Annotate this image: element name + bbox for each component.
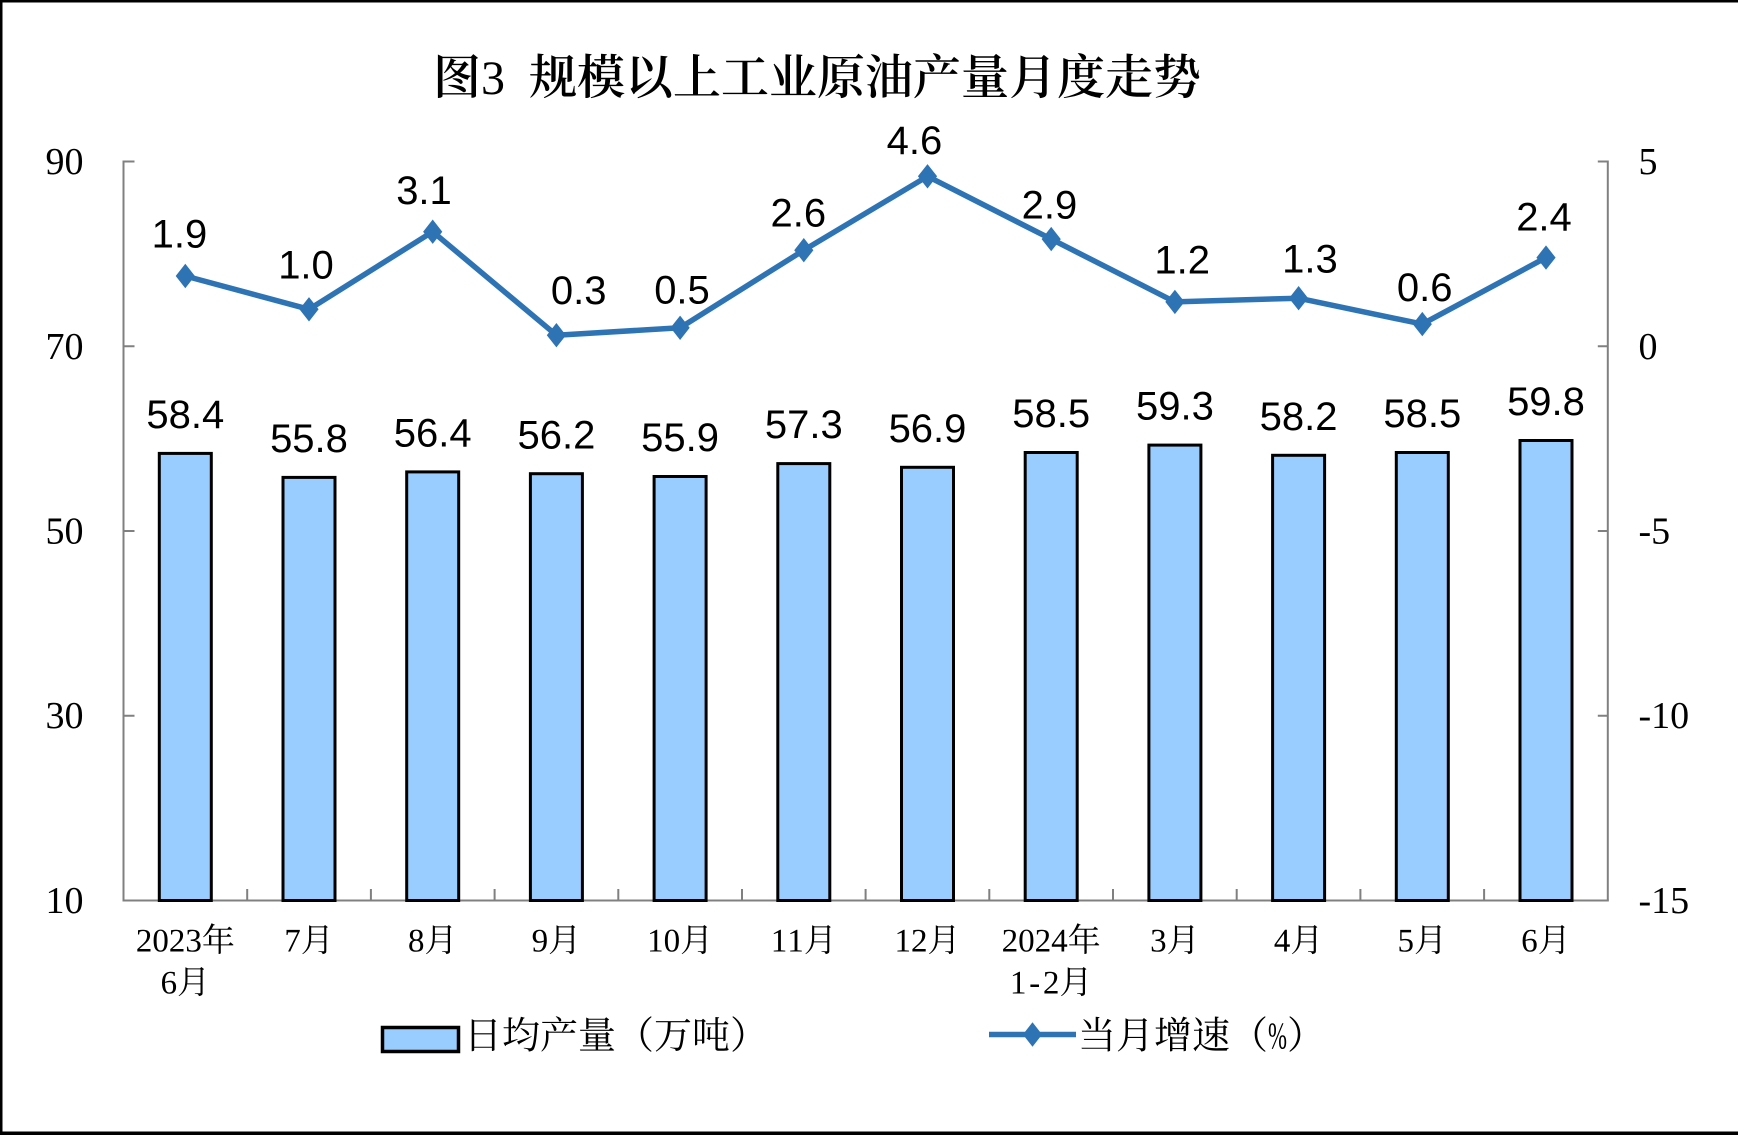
svg-text:2.4: 2.4 bbox=[1516, 195, 1572, 239]
svg-text:0: 0 bbox=[1639, 326, 1658, 368]
svg-text:0.3: 0.3 bbox=[551, 269, 607, 313]
svg-text:10: 10 bbox=[46, 880, 84, 922]
svg-text:55.8: 55.8 bbox=[270, 417, 348, 461]
svg-text:59.3: 59.3 bbox=[1136, 385, 1214, 429]
svg-text:1.0: 1.0 bbox=[278, 243, 334, 287]
svg-text:0.6: 0.6 bbox=[1397, 266, 1453, 310]
svg-text:58.4: 58.4 bbox=[146, 393, 224, 437]
svg-text:50: 50 bbox=[46, 511, 84, 553]
svg-text:3.1: 3.1 bbox=[396, 169, 452, 213]
svg-text:5: 5 bbox=[1639, 141, 1658, 183]
svg-text:-10: -10 bbox=[1639, 695, 1690, 737]
svg-text:90: 90 bbox=[46, 141, 84, 183]
svg-text:58.2: 58.2 bbox=[1260, 395, 1338, 439]
svg-text:1.9: 1.9 bbox=[152, 213, 208, 257]
svg-text:57.3: 57.3 bbox=[765, 403, 843, 447]
svg-text:70: 70 bbox=[46, 326, 84, 368]
svg-text:56.4: 56.4 bbox=[394, 412, 472, 456]
svg-text:56.2: 56.2 bbox=[517, 413, 595, 457]
svg-text:4.6: 4.6 bbox=[887, 119, 943, 163]
svg-text:2.6: 2.6 bbox=[770, 191, 826, 235]
svg-text:58.5: 58.5 bbox=[1012, 392, 1090, 436]
svg-text:-5: -5 bbox=[1639, 511, 1671, 553]
svg-text:2.9: 2.9 bbox=[1022, 184, 1078, 228]
svg-text:0.5: 0.5 bbox=[654, 268, 710, 312]
svg-text:55.9: 55.9 bbox=[641, 416, 719, 460]
svg-text:1.2: 1.2 bbox=[1154, 238, 1210, 282]
svg-text:59.8: 59.8 bbox=[1507, 380, 1585, 424]
svg-text:1.3: 1.3 bbox=[1282, 238, 1338, 282]
svg-text:30: 30 bbox=[46, 695, 84, 737]
svg-text:58.5: 58.5 bbox=[1383, 392, 1461, 436]
svg-text:-15: -15 bbox=[1639, 880, 1690, 922]
svg-text:56.9: 56.9 bbox=[889, 407, 967, 451]
